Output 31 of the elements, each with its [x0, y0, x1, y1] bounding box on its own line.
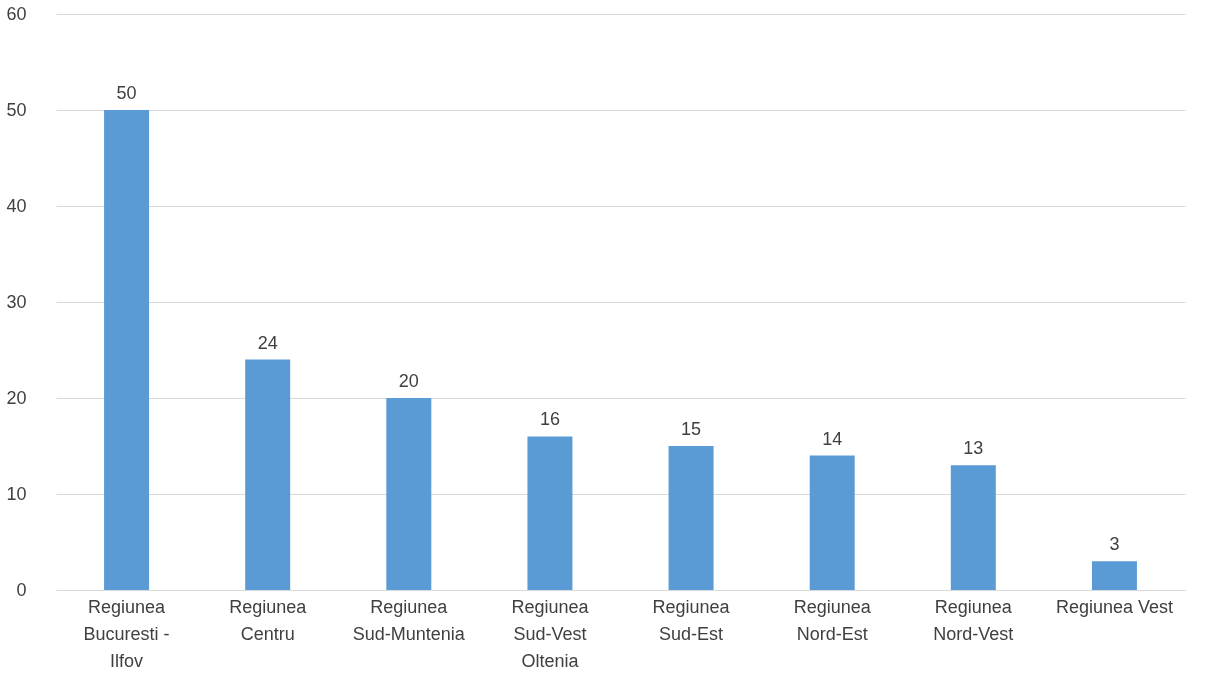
x-tick-label: Regiunea Sud-Muntenia	[352, 596, 466, 644]
y-tick-label: 40	[6, 195, 27, 216]
x-tick-label: Regiunea Sud-Vest Oltenia	[511, 596, 590, 671]
data-label: 24	[257, 332, 278, 353]
y-tick-label: 0	[16, 579, 27, 600]
data-label: 15	[681, 419, 702, 439]
x-tick-label: Regiunea Nord-Vest	[933, 596, 1014, 644]
bar	[104, 110, 150, 590]
data-label: 3	[1109, 534, 1120, 555]
y-tick-label: 50	[6, 99, 27, 120]
y-tick-label: 10	[6, 483, 27, 504]
data-label: 13	[963, 438, 984, 459]
bar	[527, 436, 573, 590]
x-tick-label: Regiunea Bucuresti - Ilfov	[83, 596, 170, 671]
bar	[1091, 561, 1137, 590]
y-tick-label: 30	[6, 291, 27, 312]
y-tick-label: 60	[6, 3, 27, 24]
x-tick-label: Regiunea Nord-Est	[793, 596, 872, 644]
x-tick-label: Regiunea Sud-Est	[652, 596, 731, 644]
data-label: 50	[116, 83, 137, 103]
bar	[668, 446, 714, 590]
x-tick-label: Regiunea Vest	[1055, 596, 1173, 617]
bar	[950, 465, 996, 590]
data-label: 14	[822, 428, 843, 449]
data-label: 16	[539, 409, 560, 430]
x-tick-label: Regiunea Centru	[229, 596, 308, 644]
y-tick-label: 20	[6, 387, 27, 408]
bar	[809, 455, 855, 590]
bar	[245, 359, 291, 590]
bar	[386, 398, 432, 590]
data-label: 20	[398, 371, 419, 391]
